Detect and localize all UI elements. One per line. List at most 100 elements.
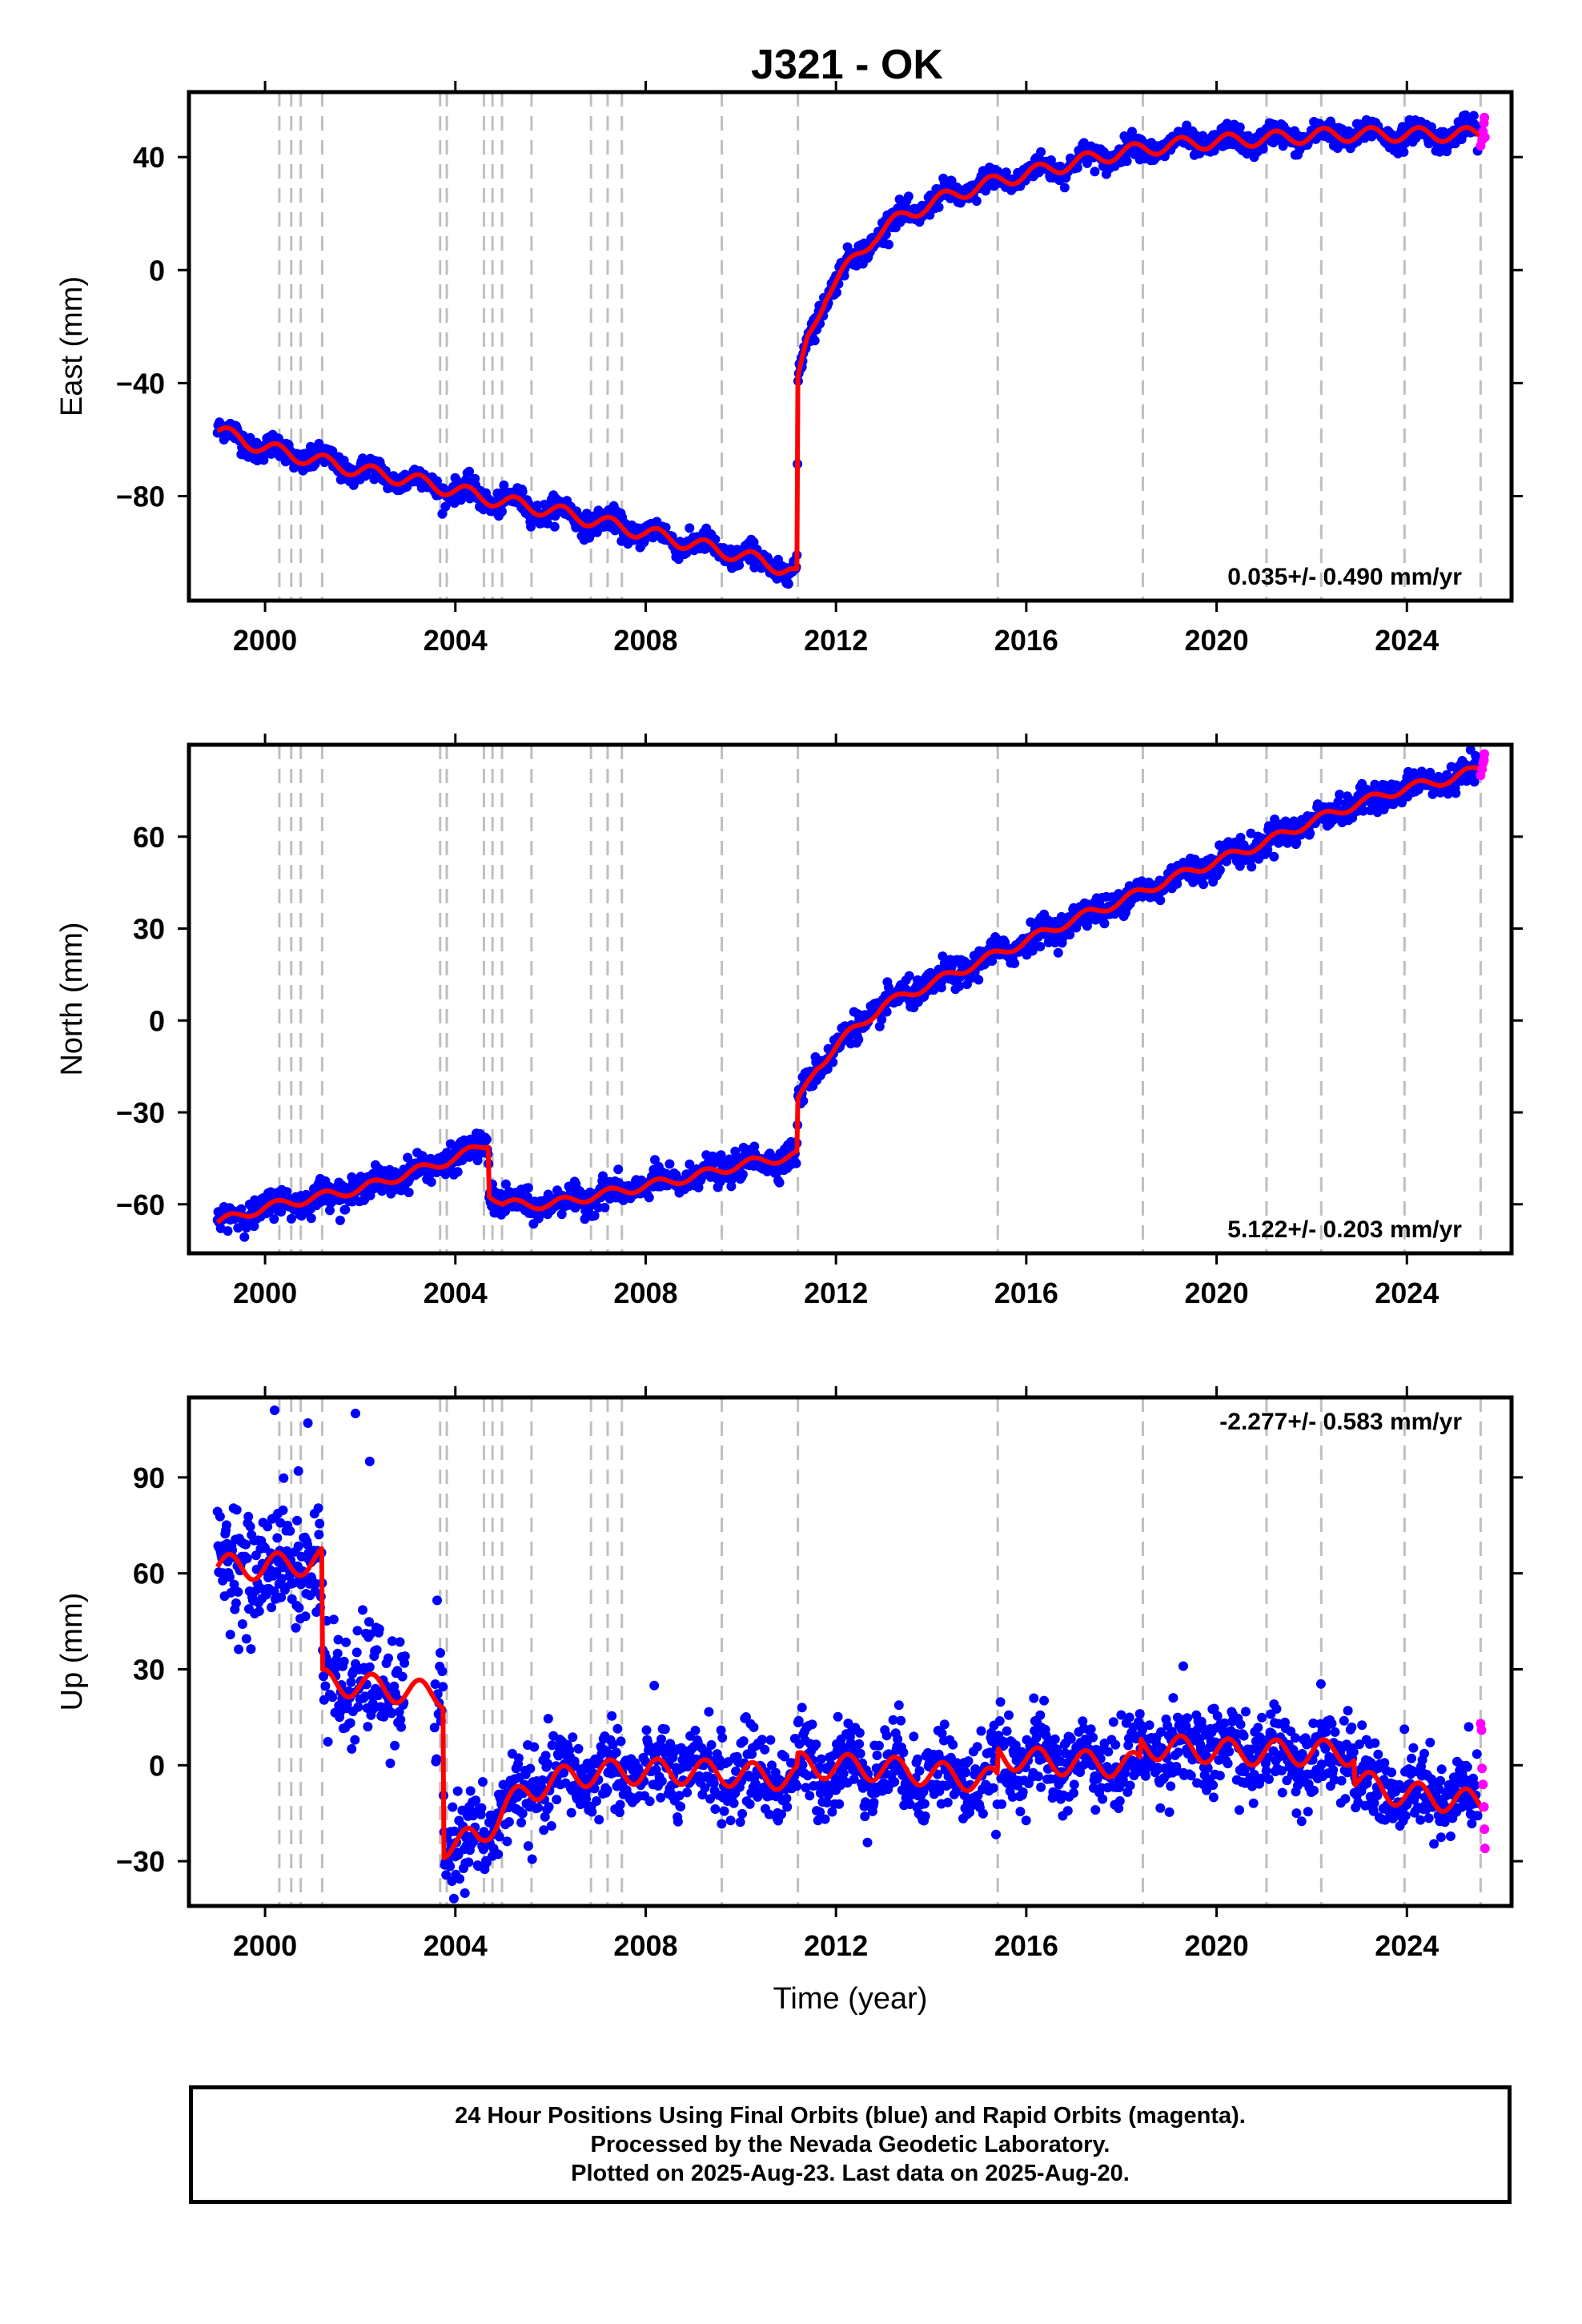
data-point <box>641 1725 652 1735</box>
data-point <box>682 1787 693 1798</box>
data-point <box>644 1192 654 1203</box>
data-point <box>1235 832 1246 842</box>
x-tick-label: 2024 <box>1375 1277 1439 1309</box>
data-point <box>452 1167 463 1177</box>
data-point <box>1335 790 1345 800</box>
data-point <box>293 1541 303 1551</box>
data-point <box>300 1611 311 1622</box>
data-point <box>734 560 745 570</box>
data-point <box>363 1722 373 1732</box>
data-point <box>476 1803 487 1813</box>
data-point <box>791 1158 801 1168</box>
y-tick-label: 40 <box>133 141 165 174</box>
data-point <box>735 1817 745 1827</box>
x-tick-label: 2016 <box>994 1277 1058 1309</box>
data-point <box>328 1614 339 1625</box>
data-point <box>717 1819 727 1829</box>
data-point <box>1399 147 1409 157</box>
x-tick-label: 2020 <box>1185 624 1249 657</box>
data-point <box>1046 155 1056 165</box>
data-point <box>272 1533 283 1543</box>
data-point <box>1269 851 1279 862</box>
data-point <box>1065 930 1075 940</box>
data-point <box>397 1671 408 1682</box>
rapid-point <box>1480 749 1490 759</box>
y-tick-label: −80 <box>116 480 165 513</box>
data-point <box>481 1134 492 1144</box>
data-point <box>954 981 965 991</box>
data-point <box>1247 862 1257 872</box>
data-point <box>517 1808 528 1819</box>
data-point <box>233 1586 243 1597</box>
data-point <box>1059 183 1070 193</box>
data-point <box>292 1515 303 1526</box>
data-point <box>327 1692 338 1703</box>
data-point <box>285 1526 295 1536</box>
y-tick-label: 0 <box>149 254 165 287</box>
data-point <box>267 1602 276 1613</box>
data-point <box>1258 143 1268 154</box>
data-point <box>613 1164 624 1175</box>
data-point <box>432 1754 442 1764</box>
data-point <box>243 1511 254 1522</box>
data-point <box>1090 167 1100 177</box>
data-point <box>315 1518 325 1529</box>
data-point <box>783 579 793 589</box>
data-point <box>364 1662 375 1672</box>
data-point <box>1036 147 1046 157</box>
data-point <box>471 1795 481 1806</box>
data-point <box>353 1702 363 1712</box>
data-point <box>1235 122 1245 132</box>
data-point <box>607 1711 617 1721</box>
data-point <box>241 1539 251 1550</box>
data-point <box>602 1785 612 1795</box>
data-point <box>611 1747 621 1758</box>
data-point <box>903 191 913 202</box>
x-tick-label: 2024 <box>1375 624 1439 657</box>
final-orbit-points <box>212 1405 1483 1904</box>
x-tick-label: 2000 <box>233 1277 297 1309</box>
data-point <box>656 1734 666 1744</box>
data-point <box>971 196 982 206</box>
data-point <box>499 480 509 490</box>
data-point <box>1451 788 1461 798</box>
data-point <box>234 1644 244 1655</box>
data-point <box>374 1624 384 1634</box>
data-point <box>237 1619 247 1629</box>
data-point <box>760 1744 770 1755</box>
data-point <box>644 1796 655 1807</box>
data-point <box>523 1183 533 1193</box>
data-point <box>612 1723 623 1734</box>
data-point <box>245 1522 255 1532</box>
data-point <box>346 1677 356 1687</box>
data-point <box>710 1804 721 1814</box>
data-point <box>660 1724 670 1735</box>
data-point <box>566 1807 576 1818</box>
data-point <box>335 1215 345 1225</box>
data-point <box>1082 158 1092 168</box>
data-point <box>726 1181 737 1192</box>
data-point <box>738 1736 749 1747</box>
data-point <box>1072 163 1082 173</box>
y-axis-label: East (mm) <box>55 276 89 416</box>
data-point <box>502 1836 512 1847</box>
data-point <box>325 1205 335 1216</box>
data-point <box>404 1188 414 1197</box>
data-point <box>587 1807 597 1817</box>
data-point <box>842 242 853 252</box>
data-point <box>798 1096 809 1106</box>
data-point <box>665 1159 675 1169</box>
data-point <box>725 1815 736 1826</box>
data-point <box>500 1179 511 1189</box>
data-point <box>616 1736 626 1747</box>
data-point <box>350 1735 360 1745</box>
data-point <box>452 1786 463 1796</box>
data-point <box>1305 828 1315 838</box>
model-line <box>215 125 1485 577</box>
data-point <box>745 1799 755 1809</box>
data-point <box>716 1150 726 1160</box>
data-point <box>1053 947 1063 958</box>
x-tick-label: 2012 <box>804 1277 868 1309</box>
data-point <box>221 1520 231 1530</box>
data-point <box>737 1808 748 1819</box>
